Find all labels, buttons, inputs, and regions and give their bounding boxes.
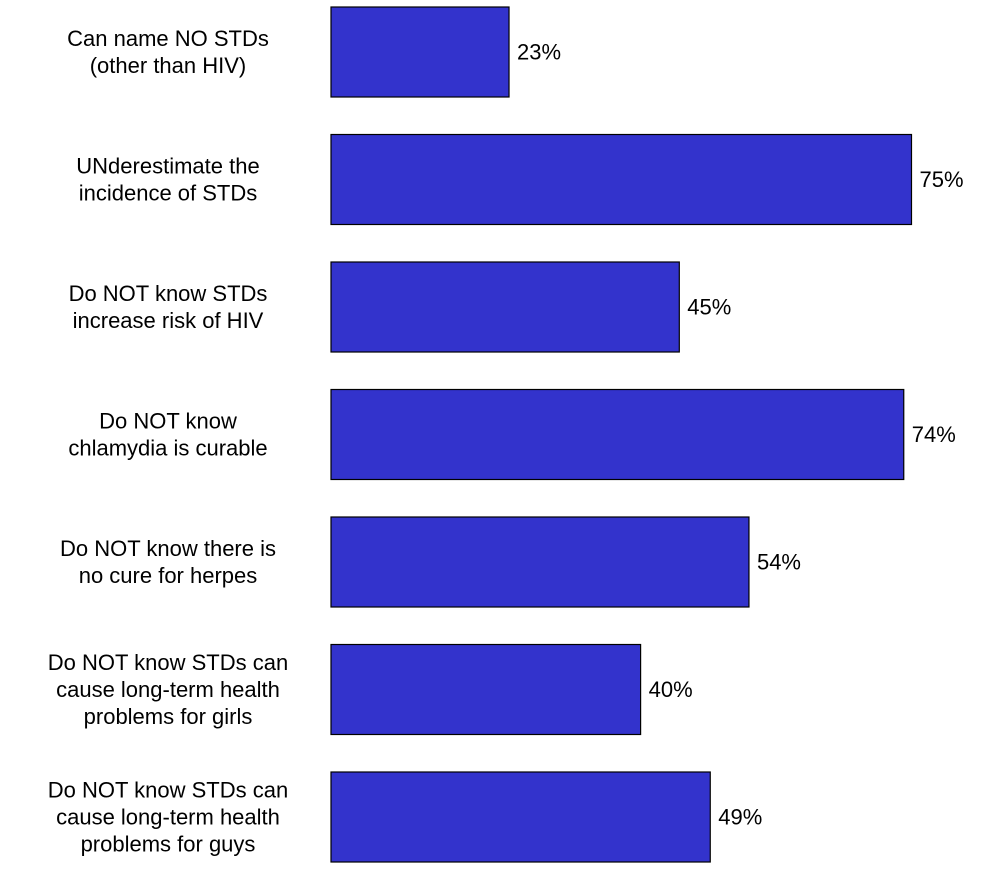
category-label-4: Do NOT know chlamydia is curable <box>68 409 267 461</box>
bar-4 <box>330 388 905 481</box>
category-label-6: Do NOT know STDs can cause long-term heal… <box>48 650 288 729</box>
category-label-7: Do NOT know STDs can cause long-term heal… <box>48 778 288 857</box>
category-label-line: Do NOT know STDs can <box>48 778 288 803</box>
category-label-line: increase risk of HIV <box>73 308 264 333</box>
category-label-line: problems for girls <box>84 704 253 729</box>
value-label-2: 75% <box>920 167 964 192</box>
bar-5 <box>330 516 750 608</box>
bars <box>330 6 913 863</box>
value-label-4: 74% <box>912 422 956 447</box>
value-label-6: 40% <box>649 677 693 702</box>
category-label-line: cause long-term health <box>56 677 280 702</box>
category-label-line: (other than HIV) <box>90 53 247 78</box>
category-label-line: chlamydia is curable <box>68 436 267 461</box>
value-label-7: 49% <box>718 805 762 830</box>
category-label-line: no cure for herpes <box>79 563 258 588</box>
bar-2 <box>330 133 913 226</box>
category-label-line: UNderestimate the <box>76 154 259 179</box>
category-label-line: Do NOT know STDs can <box>48 650 288 675</box>
value-labels: 23% 75% 45% 74% 54% 40% 49% <box>517 40 964 830</box>
category-label-5: Do NOT know there is no cure for herpes <box>60 536 276 588</box>
category-label-3: Do NOT know STDs increase risk of HIV <box>69 281 268 333</box>
category-label-line: Do NOT know there is <box>60 536 276 561</box>
bar-3 <box>330 261 680 353</box>
bar-6 <box>330 643 642 736</box>
category-label-line: incidence of STDs <box>79 181 258 206</box>
category-label-line: Can name NO STDs <box>67 26 269 51</box>
category-label-line: problems for guys <box>81 832 256 857</box>
category-label-2: UNderestimate the incidence of STDs <box>76 154 259 206</box>
category-label-1: Can name NO STDs (other than HIV) <box>67 26 269 78</box>
category-label-line: cause long-term health <box>56 805 280 830</box>
bar-1 <box>330 6 510 98</box>
category-label-line: Do NOT know <box>99 409 237 434</box>
value-label-1: 23% <box>517 40 561 65</box>
value-label-3: 45% <box>687 295 731 320</box>
value-label-5: 54% <box>757 550 801 575</box>
category-label-line: Do NOT know STDs <box>69 281 268 306</box>
category-labels: Can name NO STDs (other than HIV) UNderest… <box>48 26 288 857</box>
bar-7 <box>330 771 711 863</box>
